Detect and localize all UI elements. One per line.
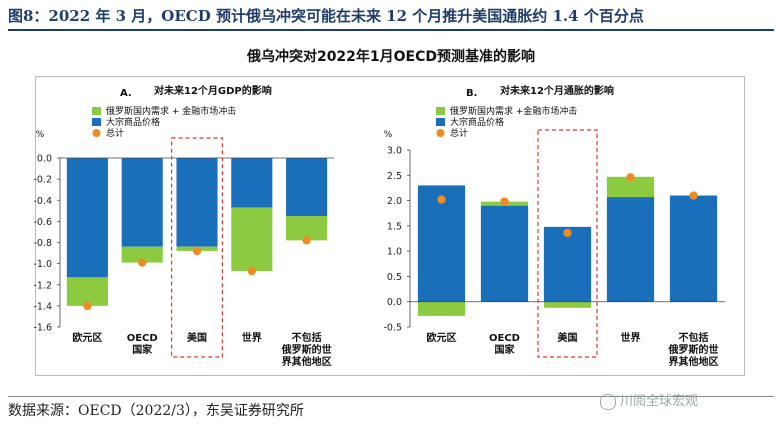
y-tick-label: 2.5 <box>387 171 402 182</box>
bar-russia-demand <box>66 277 108 306</box>
total-marker <box>500 197 509 206</box>
x-category-label: 不包括 <box>292 331 322 344</box>
y-tick-label: -0.5 <box>383 323 402 334</box>
x-category-label: 欧元区 <box>427 331 457 344</box>
x-category-label: 世界 <box>242 331 262 344</box>
panel-title: 对未来12个月GDP的影响 <box>154 84 272 97</box>
x-category-label: 界其他地区 <box>282 355 332 368</box>
panel-label: B. <box>466 88 477 99</box>
legend-label: 总计 <box>106 127 124 139</box>
legend-label: 大宗商品价格 <box>450 116 504 128</box>
bar-commodity <box>121 158 163 247</box>
total-marker <box>192 246 202 256</box>
bar-russia-demand <box>606 176 655 198</box>
y-tick-label: 0.0 <box>37 154 52 165</box>
legend-swatch <box>92 129 101 137</box>
y-tick-label: -1.0 <box>33 259 52 270</box>
x-category-label: 俄罗斯的世 <box>668 343 719 356</box>
wechat-icon <box>600 393 616 410</box>
legend-swatch <box>92 107 101 115</box>
y-tick-label: 3.0 <box>387 146 402 157</box>
total-marker <box>302 236 311 245</box>
x-category-label: 欧元区 <box>72 331 102 344</box>
y-tick-label: -0.2 <box>33 175 52 186</box>
bar-russia-demand <box>417 301 466 316</box>
panel-label: A. <box>120 88 132 99</box>
bar-commodity <box>417 185 466 302</box>
y-tick-label: -0.8 <box>33 238 52 249</box>
x-category-label: 美国 <box>558 331 578 344</box>
us-highlight-box <box>171 137 224 358</box>
bar-commodity <box>606 197 655 302</box>
legend-label: 俄罗斯国内需求 + 金融市场冲击 <box>106 105 236 117</box>
legend-swatch <box>436 107 445 115</box>
us-highlight-box <box>537 129 598 358</box>
total-marker <box>689 191 698 200</box>
bar-commodity <box>176 158 218 247</box>
source-note: 数据来源：OECD（2022/3），东吴证券研究所 <box>8 403 304 419</box>
y-tick-label: 0.5 <box>387 272 402 283</box>
y-tick-label: -0.4 <box>33 196 52 207</box>
legend-swatch <box>92 118 101 126</box>
source-rule <box>8 396 774 397</box>
y-axis-label: % <box>384 130 393 140</box>
bar-commodity <box>669 195 718 302</box>
x-category-label: 界其他地区 <box>669 355 719 368</box>
y-tick-label: 2.0 <box>387 196 402 207</box>
bar-commodity <box>286 158 328 217</box>
y-tick-label: -0.6 <box>33 217 52 228</box>
x-category-label: 国家 <box>495 343 516 356</box>
main-title: 俄乌冲突对2022年1月OECD预测基准的影响 <box>246 49 536 65</box>
total-marker <box>563 228 572 238</box>
x-category-label: 不包括 <box>679 331 709 344</box>
watermark-text: 川阅全球宏观 <box>620 394 699 409</box>
legend-label: 俄罗斯国内需求 +金融市场冲击 <box>450 105 577 117</box>
figure-header-text: 图8：2022 年 3 月，OECD 预计俄乌冲突可能在未来 12 个月推升美国… <box>8 7 644 25</box>
y-tick-label: -1.6 <box>33 323 52 334</box>
y-axis-label: % <box>36 130 45 140</box>
figure-header: 图8：2022 年 3 月，OECD 预计俄乌冲突可能在未来 12 个月推升美国… <box>0 0 782 31</box>
bar-commodity <box>231 158 273 208</box>
total-marker <box>247 266 256 276</box>
legend-label: 大宗商品价格 <box>106 116 160 128</box>
bar-commodity <box>66 158 108 278</box>
legend-swatch <box>436 118 445 126</box>
legend-label: 总计 <box>450 127 468 139</box>
total-marker <box>138 258 147 267</box>
bar-commodity <box>480 205 529 302</box>
total-marker <box>83 301 92 311</box>
x-category-label: 世界 <box>621 331 641 344</box>
total-marker <box>626 173 635 182</box>
watermark: 川阅全球宏观 <box>600 390 698 410</box>
y-tick-label: -1.4 <box>33 301 52 312</box>
bar-russia-demand <box>231 207 273 272</box>
x-category-label: OECD <box>489 333 520 344</box>
y-tick-label: 1.0 <box>387 247 402 258</box>
x-category-label: 美国 <box>187 331 207 344</box>
y-tick-label: 0.0 <box>387 297 402 308</box>
bar-commodity <box>543 226 592 302</box>
panel-title: 对未来12个月通胀的影响 <box>500 84 614 97</box>
total-marker <box>437 195 446 204</box>
bar-russia-demand <box>121 246 163 263</box>
header-rule <box>8 29 774 31</box>
x-category-label: 俄罗斯的世 <box>281 343 332 356</box>
chart-frame <box>35 76 745 376</box>
x-category-label: OECD <box>127 333 158 344</box>
legend-swatch <box>436 129 445 137</box>
y-tick-label: 1.5 <box>387 221 402 232</box>
x-category-label: 国家 <box>132 343 153 356</box>
y-tick-label: -1.2 <box>33 280 52 291</box>
bar-russia-demand <box>543 301 592 308</box>
